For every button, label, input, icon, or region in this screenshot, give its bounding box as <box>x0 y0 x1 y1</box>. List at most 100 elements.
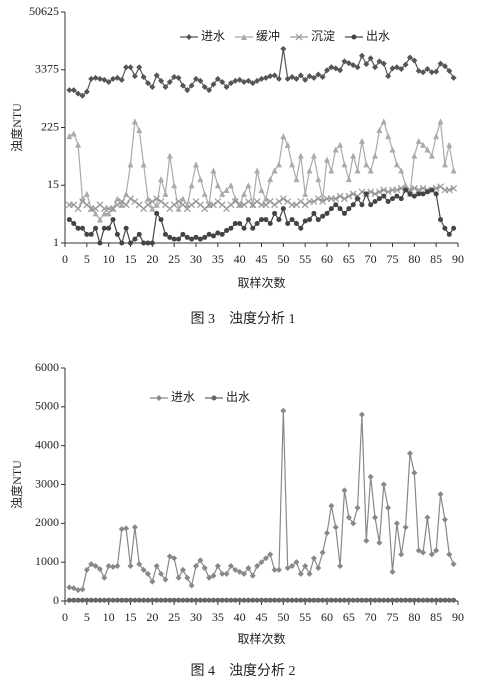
data-point <box>232 77 239 84</box>
data-point <box>275 566 282 573</box>
data-point <box>202 234 208 240</box>
data-point <box>376 127 383 134</box>
data-point <box>411 193 417 199</box>
data-point <box>433 133 440 140</box>
data-point <box>162 190 169 197</box>
data-point <box>70 585 77 592</box>
data-point <box>201 84 208 91</box>
data-point <box>381 597 387 603</box>
data-point <box>297 152 304 159</box>
data-point <box>237 220 243 226</box>
data-point <box>127 161 134 168</box>
data-point <box>363 161 370 168</box>
caption: 图 3 浊度分析 1 <box>191 311 296 327</box>
data-point <box>79 586 86 593</box>
data-point <box>420 597 426 603</box>
data-point <box>179 195 186 202</box>
data-point <box>114 231 120 237</box>
legend-label: 沉淀 <box>311 29 335 43</box>
data-point <box>75 587 82 594</box>
data-point <box>66 597 72 603</box>
data-point <box>227 201 235 209</box>
data-point <box>75 225 81 231</box>
data-point <box>224 227 230 233</box>
data-point <box>140 74 147 81</box>
data-point <box>189 597 195 603</box>
data-point <box>144 80 151 87</box>
data-point <box>441 516 448 523</box>
x-tick-label: 20 <box>146 252 158 266</box>
data-point <box>337 141 344 148</box>
data-point <box>245 77 252 84</box>
data-point <box>407 191 413 197</box>
data-point <box>131 524 138 531</box>
y-tick-label: 1 <box>53 235 59 249</box>
data-point <box>254 167 261 174</box>
x-tick-label: 85 <box>430 252 442 266</box>
data-point <box>411 469 418 476</box>
data-point <box>171 555 178 562</box>
data-point <box>393 161 400 168</box>
y-tick-label: 2000 <box>35 515 59 529</box>
data-point <box>284 564 291 571</box>
x-tick-label: 55 <box>299 252 311 266</box>
legend-label: 出水 <box>226 390 250 404</box>
data-point <box>420 141 427 148</box>
data-point <box>88 231 94 237</box>
data-point <box>403 597 409 603</box>
data-point <box>359 202 365 208</box>
data-point <box>275 75 282 82</box>
x-tick-label: 50 <box>277 252 289 266</box>
data-point <box>153 201 160 208</box>
data-point <box>193 563 199 570</box>
data-point <box>227 80 234 87</box>
data-point <box>93 597 99 603</box>
data-point <box>158 217 164 223</box>
data-point <box>219 190 226 197</box>
data-point <box>258 187 265 194</box>
data-point <box>289 161 296 168</box>
data-point <box>407 597 413 603</box>
data-point <box>123 64 130 71</box>
data-point <box>272 597 278 603</box>
data-point <box>372 597 378 603</box>
data-point <box>106 225 112 231</box>
x-tick-label: 10 <box>103 252 115 266</box>
data-point <box>232 566 239 573</box>
data-point <box>284 75 291 82</box>
data-point <box>202 597 208 603</box>
data-point <box>307 217 313 223</box>
data-point <box>372 199 378 205</box>
data-point <box>114 195 121 202</box>
data-point <box>214 75 221 82</box>
data-point <box>206 574 213 581</box>
data-point <box>223 187 230 194</box>
data-point <box>241 190 248 197</box>
data-point <box>450 561 457 568</box>
data-point <box>244 198 252 205</box>
data-point <box>451 597 457 603</box>
data-point <box>175 198 182 205</box>
x-tick-label: 85 <box>430 610 442 624</box>
data-point <box>127 563 134 570</box>
data-point <box>345 514 352 521</box>
data-point <box>319 198 327 205</box>
data-point <box>227 563 234 570</box>
data-point <box>96 566 103 573</box>
data-point <box>136 64 143 71</box>
data-point <box>380 186 388 194</box>
data-point <box>271 167 278 174</box>
data-point <box>201 564 208 571</box>
x-tick-label: 40 <box>234 610 246 624</box>
data-point <box>358 411 365 418</box>
data-point <box>215 230 221 236</box>
x-tick-label: 60 <box>321 610 333 624</box>
data-point <box>224 597 230 603</box>
data-point <box>367 473 374 480</box>
data-point <box>266 198 274 205</box>
data-point <box>446 67 453 74</box>
data-point <box>75 597 81 603</box>
x-tick-label: 25 <box>168 610 180 624</box>
data-point <box>406 54 413 61</box>
data-point <box>162 231 168 237</box>
